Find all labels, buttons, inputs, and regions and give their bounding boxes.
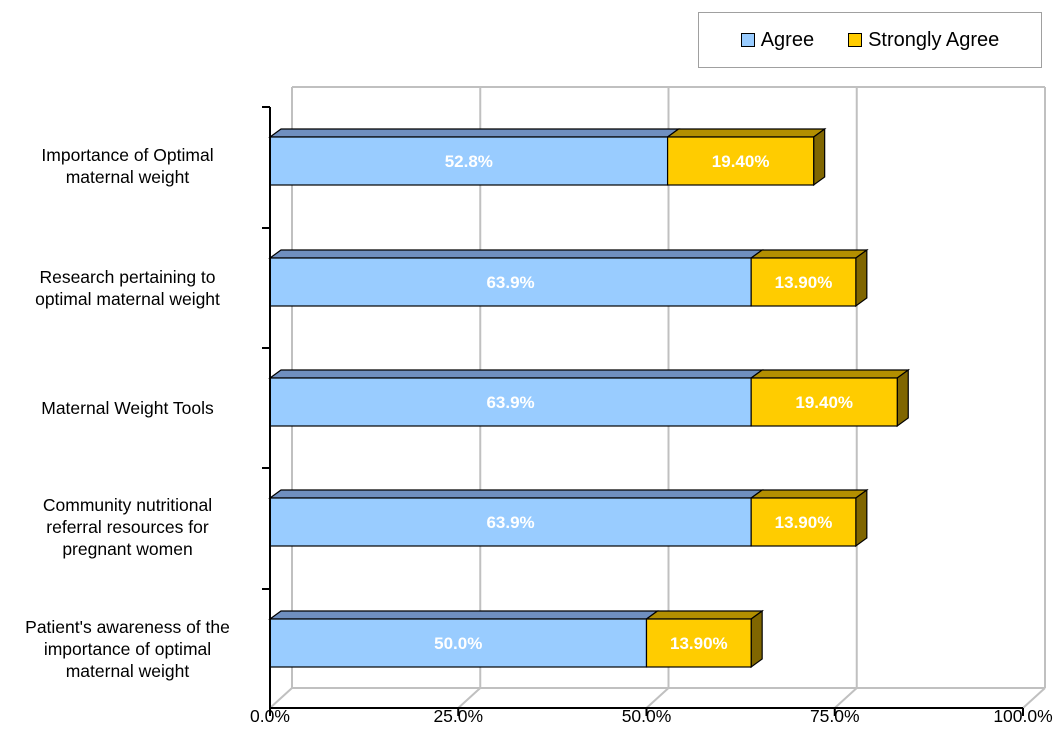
legend: Agree Strongly Agree — [698, 12, 1042, 68]
bar-strongly-agree — [666, 136, 815, 186]
data-label-strongly-agree: 19.40% — [795, 393, 853, 412]
category-label-line: referral resources for — [46, 517, 209, 537]
category-label-line: Community nutritional — [42, 495, 213, 515]
bar-strongly-agree-top — [749, 489, 869, 499]
category-label-line: Maternal Weight Tools — [41, 398, 214, 418]
category-label-line: maternal weight — [65, 167, 190, 187]
x-tick-label: 25.0% — [433, 706, 484, 726]
floor-left-edge — [269, 687, 293, 709]
data-label-agree: 50.0% — [434, 634, 482, 653]
legend-item-strongly-agree: Strongly Agree — [848, 29, 999, 52]
category-label-line: Importance of Optimal — [41, 145, 214, 165]
bar-strongly-agree-top — [665, 128, 827, 138]
bar-strongly-agree-side — [855, 488, 868, 548]
category-label: Research pertaining to optimal maternal w… — [0, 266, 255, 310]
category-label-line: maternal weight — [65, 661, 190, 681]
bar-agree — [269, 377, 752, 427]
category-label-line: Research pertaining to — [39, 267, 216, 287]
floor-gridline — [834, 687, 858, 709]
x-tick-label: 50.0% — [621, 706, 672, 726]
category-label: Patient's awareness of the importance of … — [0, 616, 255, 682]
legend-label-agree: Agree — [760, 28, 815, 51]
bar-strongly-agree-side — [813, 127, 826, 187]
category-label: Maternal Weight Tools — [0, 397, 255, 419]
data-label-strongly-agree: 13.90% — [775, 273, 833, 292]
bar-strongly-agree-top — [749, 369, 911, 379]
data-label-strongly-agree: 13.90% — [775, 513, 833, 532]
data-label-strongly-agree: 19.40% — [712, 152, 770, 171]
data-label-agree: 63.9% — [486, 273, 534, 292]
floor-gridline — [457, 687, 481, 709]
bar-strongly-agree-top — [644, 610, 765, 620]
bar-strongly-agree-side — [855, 248, 868, 308]
x-tick-label: 75.0% — [809, 706, 860, 726]
category-label-line: pregnant women — [62, 539, 193, 559]
bar-agree-top — [268, 369, 765, 379]
category-label: Importance of Optimal maternal weight — [0, 144, 255, 188]
data-label-agree: 63.9% — [486, 513, 534, 532]
bar-agree-top — [268, 489, 765, 499]
bar-agree-top — [268, 249, 765, 259]
category-label-line: importance of optimal — [43, 639, 212, 659]
category-label-line: Patient's awareness of the — [25, 617, 230, 637]
bar-strongly-agree — [645, 618, 752, 668]
data-label-agree: 52.8% — [445, 152, 493, 171]
bar-agree — [269, 257, 752, 307]
legend-swatch-agree — [740, 33, 755, 47]
bar-strongly-agree-side — [750, 609, 763, 669]
legend-swatch-strongly-agree — [848, 33, 863, 47]
bar-strongly-agree-top — [749, 249, 869, 259]
bar-strongly-agree — [750, 497, 857, 547]
bar-agree-top — [268, 610, 660, 620]
data-label-strongly-agree: 13.90% — [670, 634, 728, 653]
x-tick-label: 0.0% — [250, 706, 290, 726]
category-label-line: optimal maternal weight — [35, 289, 220, 309]
legend-label-strongly-agree: Strongly Agree — [868, 28, 1000, 51]
floor-gridline — [1022, 687, 1046, 709]
x-tick-label: 100.0% — [993, 706, 1053, 726]
bar-strongly-agree — [750, 257, 857, 307]
legend-item-agree: Agree — [740, 28, 815, 52]
bar-strongly-agree — [750, 377, 898, 427]
bar-agree-top — [268, 128, 681, 138]
data-label-agree: 63.9% — [486, 393, 534, 412]
floor-gridline — [645, 687, 670, 709]
category-label: Community nutritional referral resources … — [0, 494, 255, 560]
bar-strongly-agree-side — [896, 368, 909, 428]
